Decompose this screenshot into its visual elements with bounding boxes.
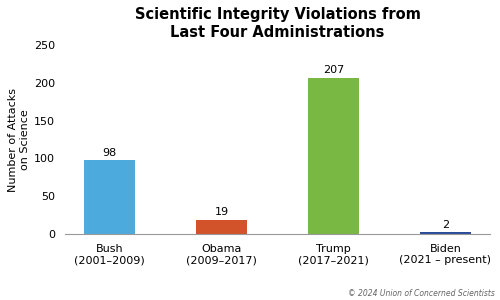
Text: © 2024 Union of Concerned Scientists: © 2024 Union of Concerned Scientists bbox=[348, 290, 495, 298]
Text: 2: 2 bbox=[442, 220, 449, 230]
Y-axis label: Number of Attacks
on Science: Number of Attacks on Science bbox=[8, 88, 30, 191]
Bar bbox=[84, 160, 134, 234]
Title: Scientific Integrity Violations from
Last Four Administrations: Scientific Integrity Violations from Las… bbox=[134, 7, 420, 40]
Bar bbox=[196, 220, 246, 234]
Text: 19: 19 bbox=[214, 207, 228, 218]
Text: 98: 98 bbox=[102, 148, 117, 158]
Bar bbox=[420, 232, 470, 234]
Text: 207: 207 bbox=[323, 65, 344, 75]
Bar bbox=[308, 77, 358, 234]
